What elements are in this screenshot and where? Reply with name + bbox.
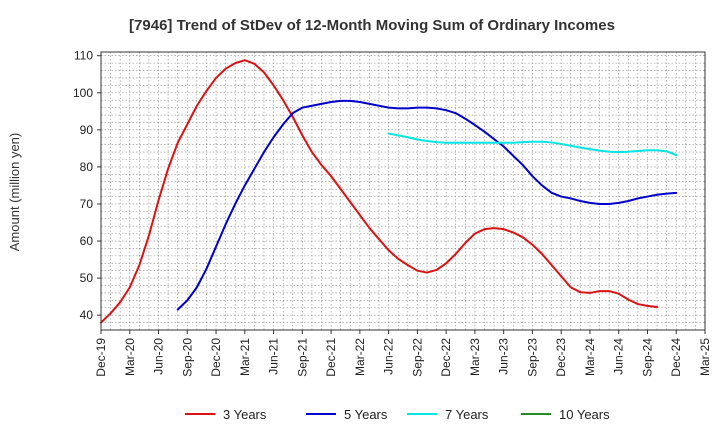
- x-tick-label: Jun-22: [382, 338, 396, 375]
- x-tick-label: Jun-20: [152, 338, 166, 375]
- y-tick-label: 100: [73, 86, 93, 100]
- x-tick-label: Mar-21: [238, 338, 252, 376]
- x-tick-label: Jun-24: [612, 338, 626, 375]
- series-line-5-years: [176, 99, 678, 311]
- x-tick-label: Dec-23: [554, 338, 568, 377]
- x-tick-label: Dec-20: [209, 338, 223, 377]
- x-tick-label: Dec-24: [669, 338, 683, 377]
- x-tick-label: Jun-23: [497, 338, 511, 375]
- y-axis-label: Amount (million yen): [7, 133, 22, 252]
- legend-label-3-years: 3 Years: [223, 407, 267, 422]
- legend-label-5-years: 5 Years: [344, 407, 388, 422]
- y-tick-label: 90: [80, 123, 94, 137]
- x-tick-label: Mar-25: [698, 338, 712, 376]
- y-tick-label: 40: [80, 308, 94, 322]
- legend-label-10-years: 10 Years: [559, 407, 610, 422]
- series-line-7-years: [387, 132, 678, 157]
- y-tick-label: 70: [80, 197, 94, 211]
- x-axis-ticks: Dec-19 Mar-20 Jun-20 Sep-20 Dec-20 Mar-21 Jun-…: [94, 330, 712, 377]
- x-tick-label: Mar-22: [353, 338, 367, 376]
- x-tick-label: Dec-22: [439, 338, 453, 377]
- x-tick-label: Sep-21: [295, 338, 309, 377]
- x-tick-label: Mar-20: [123, 338, 137, 376]
- chart-title: [7946] Trend of StDev of 12-Month Moving…: [129, 17, 615, 34]
- y-tick-label: 110: [74, 49, 93, 63]
- y-axis-ticks: 40 50 60 70 80 90 100 110: [73, 49, 101, 322]
- series-line-3-years: [100, 59, 659, 324]
- y-tick-label: 80: [80, 160, 94, 174]
- legend-label-7-years: 7 Years: [445, 407, 489, 422]
- x-tick-label: Sep-22: [410, 338, 424, 377]
- y-tick-label: 50: [80, 271, 94, 285]
- plot-frame: [100, 51, 706, 331]
- y-tick-label: 60: [80, 234, 94, 248]
- grid: [101, 52, 705, 331]
- x-tick-label: Dec-21: [324, 338, 338, 377]
- x-tick-label: Jun-21: [267, 338, 281, 375]
- x-tick-label: Dec-19: [94, 338, 108, 377]
- legend: 3 Years 5 Years 7 Years 10 Years: [185, 407, 610, 422]
- x-tick-label: Sep-23: [525, 338, 539, 377]
- series-lines: [100, 59, 678, 324]
- x-tick-label: Sep-20: [180, 338, 194, 377]
- x-tick-label: Mar-24: [583, 338, 597, 376]
- x-tick-label: Mar-23: [468, 338, 482, 376]
- x-tick-label: Sep-24: [640, 338, 654, 377]
